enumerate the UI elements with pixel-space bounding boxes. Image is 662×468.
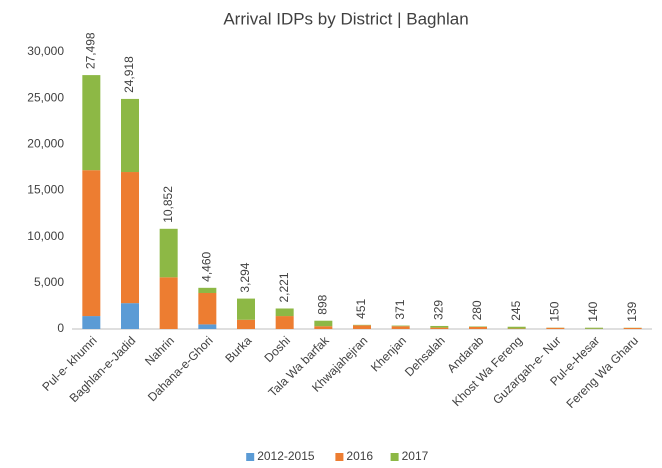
total-label: 898 [316, 294, 330, 314]
bar-segment [159, 228, 178, 278]
bar-segment [391, 326, 410, 329]
x-tick-label: Doshi [261, 333, 293, 365]
total-label: 10,852 [161, 186, 175, 223]
total-label: 2,221 [277, 272, 291, 302]
total-label: 24,918 [122, 56, 136, 93]
total-label: 245 [509, 300, 523, 320]
x-tick-label: Dehsalah [402, 333, 448, 379]
bar-segment [430, 325, 449, 328]
x-tick-label: Nahrin [142, 333, 177, 368]
x-tick-label: Khost Wa Fereng [449, 333, 525, 409]
bar-segment [121, 303, 139, 329]
bar-segment [391, 325, 410, 327]
legend-label: 2016 [346, 449, 373, 463]
bar-segment [314, 326, 333, 329]
legend-swatch [246, 453, 255, 461]
bar-segment [546, 327, 565, 329]
y-tick-label: 10,000 [27, 229, 64, 243]
chart-title: Arrival IDPs by District | Baghlan [223, 9, 468, 28]
bar-segment [275, 308, 294, 317]
total-label: 329 [432, 300, 446, 320]
legend-label: 2017 [402, 449, 429, 463]
y-tick-label: 0 [57, 321, 64, 335]
bar-segment [237, 298, 255, 320]
bar-segment [82, 170, 101, 317]
legend-swatch [335, 453, 344, 461]
total-label: 280 [470, 300, 484, 320]
y-tick-label: 5,000 [34, 275, 64, 289]
total-label: 150 [548, 301, 562, 321]
bar-segment [82, 75, 101, 171]
x-tick-label: Baghlan-e-Jadid [67, 333, 139, 405]
total-label: 451 [354, 298, 368, 318]
bar-segment [82, 316, 101, 329]
total-label: 4,460 [200, 251, 214, 281]
bar-segment [353, 325, 371, 329]
bar-segment [198, 292, 217, 325]
legend-label: 2012-2015 [257, 449, 315, 463]
bar-segment [275, 316, 294, 329]
bar-segment [121, 172, 139, 304]
x-tick-label: Burka [222, 333, 254, 365]
bar-segment [198, 324, 217, 329]
total-label: 3,294 [238, 262, 252, 292]
total-label: 371 [393, 299, 407, 319]
bar-segment [507, 326, 526, 329]
bar-segment [623, 327, 642, 329]
total-label: 27,498 [84, 32, 98, 69]
bar-segment [469, 326, 487, 329]
total-label: 140 [586, 301, 600, 321]
total-label: 139 [625, 301, 639, 321]
bar-segment [585, 327, 603, 329]
x-tick-label: Fereng Wa Gharu [564, 333, 642, 411]
bar-segment [237, 319, 255, 329]
x-tick-label: Guzargah-e- Nur [490, 333, 564, 407]
legend-swatch [390, 453, 399, 461]
bar-segment [198, 287, 217, 293]
bar-segment [314, 320, 333, 327]
y-tick-label: 20,000 [27, 137, 64, 151]
y-tick-label: 30,000 [27, 44, 64, 58]
y-tick-label: 15,000 [27, 183, 64, 197]
bar-segment [430, 327, 449, 329]
bar-segment [121, 98, 139, 173]
y-tick-label: 25,000 [27, 90, 64, 104]
bar-segment [159, 277, 178, 329]
